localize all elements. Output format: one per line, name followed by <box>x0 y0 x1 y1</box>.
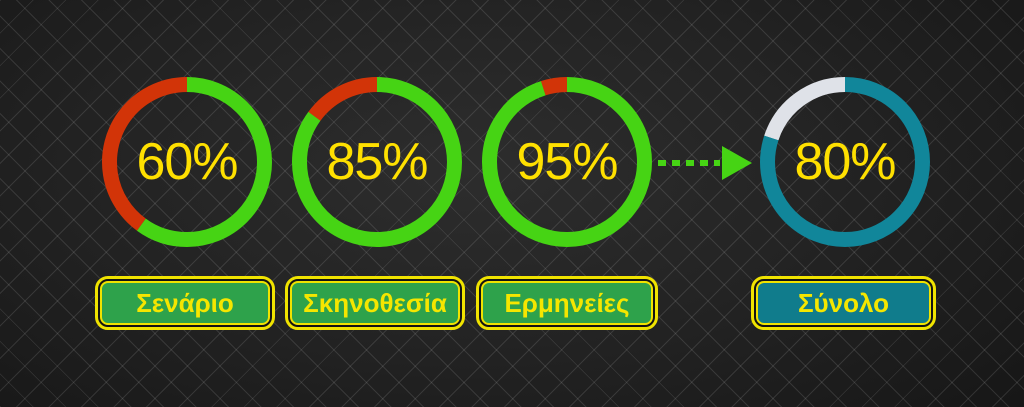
gauge-percent-label: 85% <box>326 133 428 191</box>
dashed-arrow-icon <box>658 146 752 180</box>
gauge-scenario: 60% <box>97 72 277 252</box>
donut-value-arc <box>102 77 272 247</box>
donut-chart-direction <box>292 77 462 247</box>
button-total[interactable]: Σύνολο <box>751 276 936 330</box>
button-scenario-label: Σενάριο <box>136 287 234 318</box>
button-scenario-face: Σενάριο <box>100 281 270 325</box>
donut-value-arc <box>760 77 930 247</box>
gauge-total: 80% <box>755 72 935 252</box>
button-total-face: Σύνολο <box>756 281 931 325</box>
button-total-label: Σύνολο <box>797 287 890 318</box>
button-performances[interactable]: Ερμηνείες <box>476 276 658 330</box>
donut-value-arc <box>482 77 652 247</box>
button-direction-label: Σκηνοθεσία <box>303 287 447 318</box>
gauge-percent-label: 60% <box>136 133 238 191</box>
gauge-direction: 85% <box>287 72 467 252</box>
donut-chart-total <box>760 77 930 247</box>
donut-value-arc <box>292 77 462 247</box>
button-performances-label: Ερμηνείες <box>504 287 630 318</box>
donut-chart-scenario <box>102 77 272 247</box>
button-scenario[interactable]: Σενάριο <box>95 276 275 330</box>
button-performances-face: Ερμηνείες <box>481 281 653 325</box>
donut-chart-performances <box>482 77 652 247</box>
gauge-performances: 95% <box>477 72 657 252</box>
gauge-percent-label: 80% <box>794 133 896 191</box>
button-direction-face: Σκηνοθεσία <box>290 281 460 325</box>
button-direction[interactable]: Σκηνοθεσία <box>285 276 465 330</box>
gauge-percent-label: 95% <box>516 133 618 191</box>
